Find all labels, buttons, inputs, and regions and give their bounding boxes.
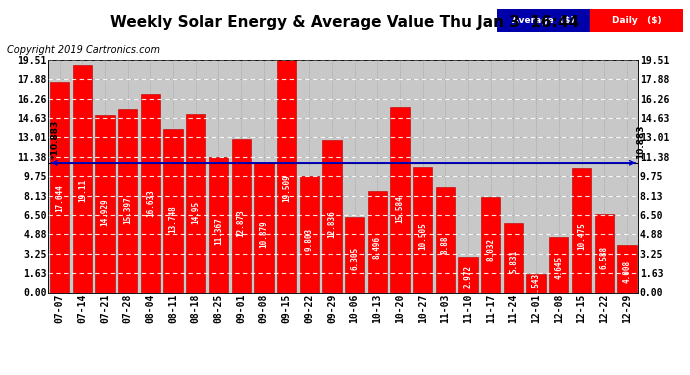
Text: 13.748: 13.748 [168, 205, 177, 232]
Text: *10.883: *10.883 [50, 120, 59, 159]
Text: 19.509: 19.509 [282, 174, 291, 202]
Bar [118, 109, 137, 292]
Bar [590, 9, 683, 32]
Bar [232, 139, 250, 292]
Bar [141, 94, 160, 292]
Bar [391, 107, 410, 292]
Bar [209, 157, 228, 292]
Text: 5.831: 5.831 [509, 250, 518, 273]
Bar [254, 163, 273, 292]
Bar [50, 82, 69, 292]
Bar [595, 214, 614, 292]
Bar [618, 245, 637, 292]
Text: 10.879: 10.879 [259, 220, 268, 248]
Text: 19.11: 19.11 [78, 178, 87, 202]
Text: 14.95: 14.95 [191, 201, 200, 224]
Text: 10.475: 10.475 [577, 222, 586, 250]
Bar [458, 257, 477, 292]
Text: 4.645: 4.645 [554, 256, 563, 279]
Bar [164, 129, 183, 292]
Text: 8.88: 8.88 [441, 236, 450, 254]
Bar [299, 176, 319, 292]
Bar [186, 114, 206, 292]
Bar [72, 65, 92, 292]
Bar [413, 167, 433, 292]
Text: 8.496: 8.496 [373, 236, 382, 258]
Text: Average  ($): Average ($) [512, 16, 575, 25]
Text: 15.397: 15.397 [124, 196, 132, 224]
Bar [436, 187, 455, 292]
Text: 6.305: 6.305 [350, 247, 359, 270]
Bar [322, 140, 342, 292]
Text: Copyright 2019 Cartronics.com: Copyright 2019 Cartronics.com [7, 45, 160, 55]
Bar [277, 60, 296, 292]
Text: 12.873: 12.873 [237, 210, 246, 237]
Bar [481, 197, 500, 292]
Bar [526, 274, 546, 292]
Bar [572, 168, 591, 292]
Bar [504, 223, 523, 292]
Text: 10.505: 10.505 [418, 222, 427, 250]
Text: 6.588: 6.588 [600, 246, 609, 269]
Text: 14.929: 14.929 [101, 199, 110, 226]
Text: 17.644: 17.644 [55, 184, 64, 212]
Bar [345, 217, 364, 292]
Text: 4.008: 4.008 [622, 260, 631, 283]
Text: Weekly Solar Energy & Average Value Thu Jan 3  16:44: Weekly Solar Energy & Average Value Thu … [110, 15, 580, 30]
Bar [549, 237, 569, 292]
Text: 2.972: 2.972 [464, 265, 473, 288]
Text: 15.584: 15.584 [395, 195, 404, 223]
Bar [95, 115, 115, 292]
Text: 9.803: 9.803 [305, 228, 314, 252]
Bar [497, 9, 590, 32]
Text: 10.883: 10.883 [636, 125, 645, 159]
Bar [368, 191, 387, 292]
Text: 16.633: 16.633 [146, 189, 155, 217]
Text: 11.367: 11.367 [214, 217, 223, 245]
Text: Daily   ($): Daily ($) [612, 16, 661, 25]
Text: 1.543: 1.543 [531, 273, 541, 296]
Text: 12.836: 12.836 [328, 210, 337, 237]
Text: 8.032: 8.032 [486, 238, 495, 261]
